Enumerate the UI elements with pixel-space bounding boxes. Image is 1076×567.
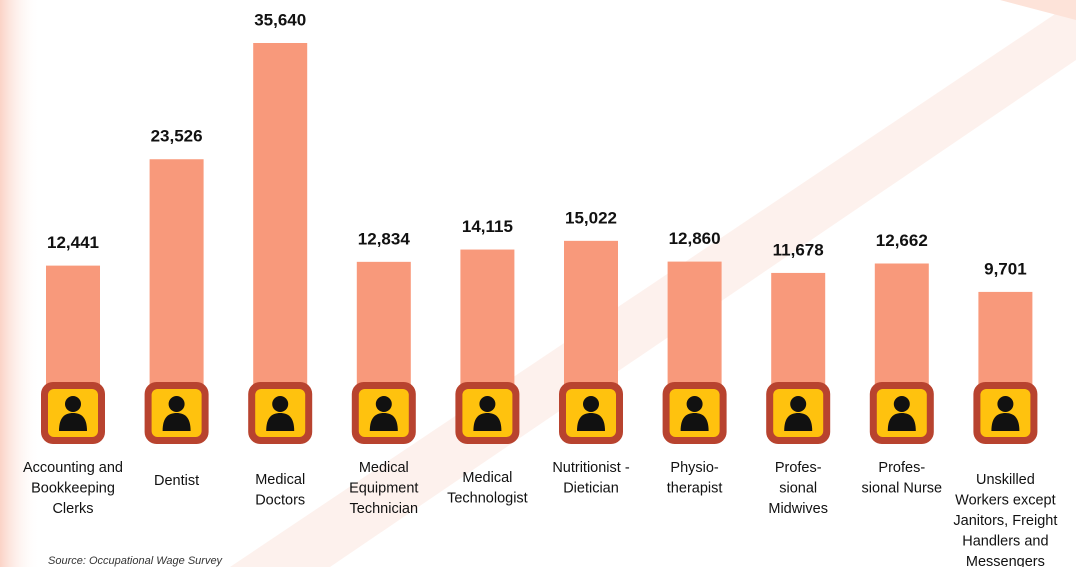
background-stripe [230, 0, 1076, 567]
category-label: Workers except [955, 492, 1055, 508]
background-stripe [1000, 0, 1076, 20]
icon-head [375, 396, 392, 412]
category-label: Equipment [349, 480, 418, 496]
icon [144, 382, 209, 444]
category-label: Midwives [768, 501, 828, 517]
icon [351, 382, 416, 444]
category-label: Unskilled [976, 472, 1035, 488]
icon [662, 382, 727, 444]
value-label: 15,022 [565, 208, 617, 227]
value-label: 12,662 [876, 231, 928, 250]
category-label: Medical [255, 472, 305, 488]
value-label: 12,441 [47, 233, 99, 252]
icon [973, 382, 1038, 444]
background-edge [0, 0, 40, 567]
value-label: 12,860 [669, 229, 721, 248]
icon-head [686, 396, 703, 412]
icon-head [893, 396, 910, 412]
icon-head [479, 396, 496, 412]
icon-head [997, 396, 1014, 412]
category-label: Medical [462, 470, 512, 486]
icons [41, 382, 1038, 444]
icon [41, 382, 105, 444]
category-label: Technologist [447, 490, 528, 506]
category-label: Physio- [670, 460, 719, 476]
category-label: therapist [667, 480, 723, 496]
icon-head [790, 396, 807, 412]
category-label: Dietician [563, 480, 619, 496]
value-label: 14,115 [462, 217, 513, 236]
bar [46, 265, 100, 405]
icon-body [369, 413, 398, 431]
bar [356, 261, 411, 405]
category-label: Technician [350, 501, 419, 517]
value-label: 9,701 [984, 259, 1027, 278]
value-label: 23,526 [151, 127, 203, 146]
bar [564, 240, 618, 405]
category-label: Doctors [255, 492, 305, 508]
icon-head [583, 396, 599, 412]
value-label: 12,834 [358, 229, 411, 248]
category-label: Messengers [966, 554, 1045, 567]
source-note: Source: Occupational Wage Survey [48, 555, 224, 567]
category-label: Handlers and [962, 533, 1048, 549]
icon-head [168, 396, 185, 412]
bar [253, 43, 308, 405]
bar [460, 249, 515, 405]
icon [248, 382, 313, 444]
icon-body [266, 413, 295, 431]
icon-body [784, 413, 813, 431]
icon [766, 382, 831, 444]
category-label: Dentist [154, 473, 199, 489]
icon-body [59, 413, 87, 431]
category-label: sional Nurse [862, 480, 943, 496]
icon [869, 382, 934, 444]
category-label: Bookkeeping [31, 480, 115, 496]
icon [559, 382, 623, 444]
category-label: Nutritionist - [552, 460, 630, 476]
icon-body [887, 413, 916, 431]
category-label: Profes- [775, 460, 822, 476]
icon-head [272, 396, 289, 412]
bar [667, 261, 722, 405]
value-label: 11,678 [773, 240, 824, 259]
category-label: Medical [359, 460, 409, 476]
bars: 12,441 23,526 35,640 12,834 14,115 15,022 12,8… [46, 10, 1033, 405]
icon-body [680, 413, 709, 431]
category-label: Janitors, Freight [953, 513, 1057, 529]
icon-body [577, 413, 605, 431]
icon [455, 382, 520, 444]
value-label: 35,640 [254, 10, 306, 29]
category-label: Profes- [878, 460, 925, 476]
category-label: Clerks [52, 501, 93, 517]
category-label: Accounting and [23, 460, 123, 476]
icon-body [473, 413, 502, 431]
labels: Accounting and Bookkeeping Clerks Dentist Me… [23, 460, 1057, 567]
icon-body [162, 413, 191, 431]
bar [149, 159, 204, 405]
category-label: sional [779, 480, 817, 496]
icon-head [65, 396, 81, 412]
bar [874, 263, 929, 405]
icon-body [991, 413, 1020, 431]
